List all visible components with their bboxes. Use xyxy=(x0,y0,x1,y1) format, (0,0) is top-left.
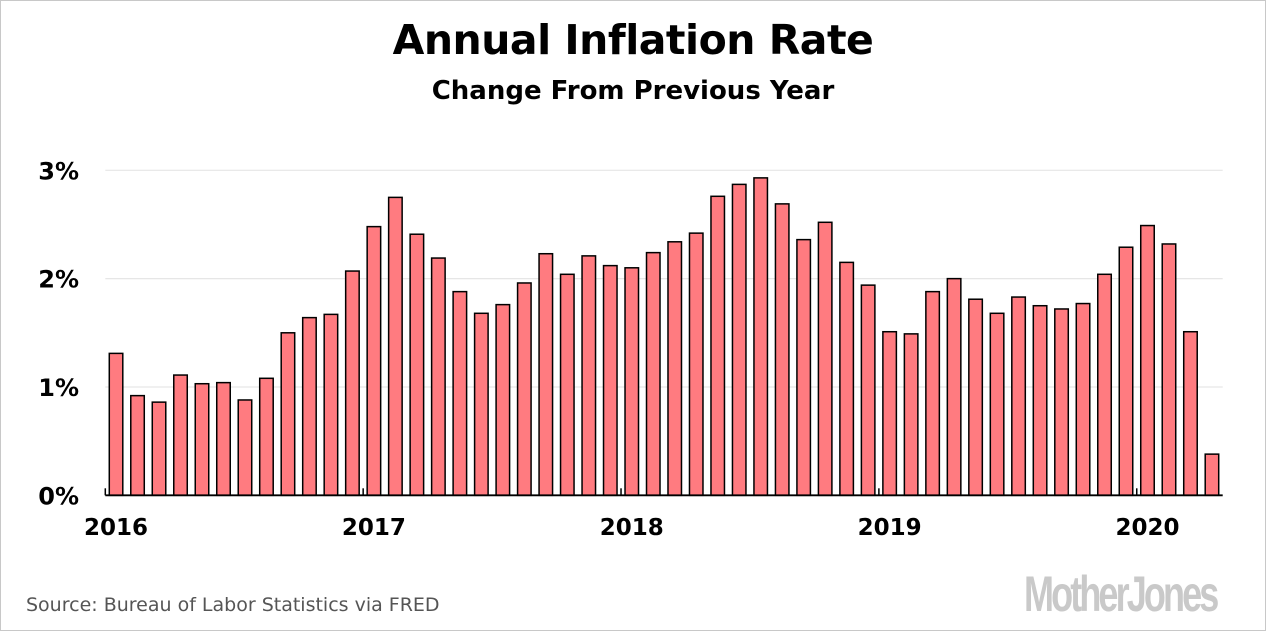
bar-2019-11 xyxy=(1097,273,1113,497)
bar-2018-09 xyxy=(796,238,812,497)
bar-2018-04 xyxy=(688,232,704,497)
bar-2018-11 xyxy=(839,261,855,497)
y-tick-label: 1% xyxy=(38,374,79,402)
x-tick-label: 2020 xyxy=(1115,515,1179,541)
x-tick-label: 2016 xyxy=(84,515,148,541)
bar-2017-01 xyxy=(366,225,382,497)
bars xyxy=(108,177,1220,497)
x-tick-label: 2017 xyxy=(342,515,406,541)
bar-2016-12 xyxy=(344,270,360,497)
bar-2016-10 xyxy=(301,316,317,497)
bar-2016-02 xyxy=(130,394,146,497)
y-tick-label: 0% xyxy=(38,482,79,510)
bar-2019-06 xyxy=(989,312,1005,497)
bar-2017-09 xyxy=(538,252,554,497)
x-axis-labels: 2016 2017 2018 2019 2020 xyxy=(84,515,1180,541)
bar-2017-10 xyxy=(559,273,575,497)
bar-2016-11 xyxy=(323,313,339,497)
bar-2017-07 xyxy=(495,303,511,497)
bar-2017-04 xyxy=(430,257,446,497)
bar-2019-02 xyxy=(903,333,919,497)
bar-2018-08 xyxy=(774,203,790,497)
bar-2020-03 xyxy=(1182,330,1198,497)
bar-2018-06 xyxy=(731,183,747,497)
bar-2016-08 xyxy=(258,377,274,497)
y-tick-label: 3% xyxy=(38,157,79,185)
bar-2017-08 xyxy=(516,282,532,497)
bar-2016-07 xyxy=(237,399,253,497)
bar-2016-05 xyxy=(194,382,210,497)
source-note: Source: Bureau of Labor Statistics via F… xyxy=(26,594,440,616)
x-tick-label: 2019 xyxy=(858,515,922,541)
bar-2016-01 xyxy=(108,352,124,497)
bar-2016-04 xyxy=(173,374,189,497)
bar-2018-07 xyxy=(753,177,769,497)
bar-2020-02 xyxy=(1161,243,1177,497)
bar-2017-11 xyxy=(581,255,597,497)
bar-2020-04 xyxy=(1204,453,1220,497)
chart-title: Annual Inflation Rate xyxy=(392,16,874,64)
bar-2019-09 xyxy=(1054,308,1070,497)
bar-2019-03 xyxy=(925,290,941,497)
mother-jones-logo: MotherJones xyxy=(1024,566,1219,622)
bar-2018-05 xyxy=(710,195,726,497)
bar-2019-04 xyxy=(946,277,962,497)
x-axis xyxy=(104,488,1223,497)
bar-2017-03 xyxy=(409,233,425,497)
bar-2017-02 xyxy=(387,196,403,497)
bar-2018-10 xyxy=(817,221,833,497)
bar-2018-03 xyxy=(667,241,683,497)
bar-2016-03 xyxy=(151,401,167,497)
y-axis-labels: 0% 1% 2% 3% xyxy=(38,157,79,510)
bar-2019-01 xyxy=(882,330,898,497)
bar-2018-02 xyxy=(645,251,661,497)
bar-2016-06 xyxy=(215,381,231,497)
y-tick-label: 2% xyxy=(38,266,79,294)
bar-2019-07 xyxy=(1011,296,1027,497)
bar-2018-01 xyxy=(624,267,640,497)
bar-2017-12 xyxy=(602,264,618,497)
bar-2019-12 xyxy=(1118,246,1134,497)
bar-chart: 0% 1% 2% 3% 2016 2017 2018 2019 2020 xyxy=(38,157,1223,541)
bar-2019-05 xyxy=(968,298,984,497)
bar-2017-06 xyxy=(473,312,489,497)
bar-2020-01 xyxy=(1139,224,1155,497)
x-tick-label: 2018 xyxy=(600,515,664,541)
bar-2019-08 xyxy=(1032,304,1048,497)
bar-2019-10 xyxy=(1075,302,1091,497)
chart-subtitle: Change From Previous Year xyxy=(431,76,835,106)
bar-2016-09 xyxy=(280,332,296,497)
bar-2018-12 xyxy=(860,284,876,497)
bar-2017-05 xyxy=(452,290,468,497)
